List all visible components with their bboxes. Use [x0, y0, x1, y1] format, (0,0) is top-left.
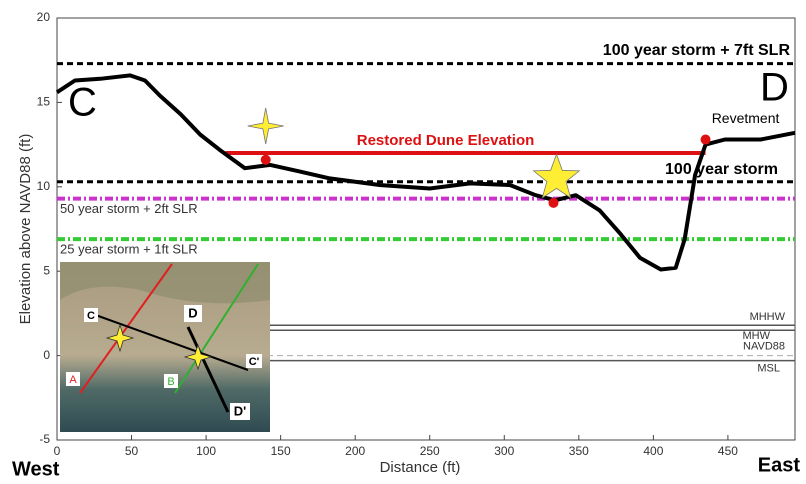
- y-axis-label: Elevation above NAVD88 (ft): [17, 134, 34, 325]
- y-tick-label: 5: [43, 263, 50, 277]
- inset-label: D': [234, 403, 246, 418]
- y-tick-label: 0: [43, 348, 50, 362]
- x-tick-label: 400: [643, 444, 663, 458]
- chart: Elevation above NAVD88 (ft) Distance (ft…: [0, 0, 806, 484]
- star-marker: [248, 108, 284, 144]
- x-tick-label: 0: [54, 444, 61, 458]
- x-tick-label: 50: [125, 444, 139, 458]
- reference-line-label: 100 year storm: [665, 161, 778, 178]
- inset-label: C': [249, 356, 260, 368]
- y-tick-label: 10: [37, 179, 51, 193]
- profile-end-label: D: [760, 66, 789, 110]
- point-marker: [701, 135, 711, 145]
- point-label: Revetment: [712, 110, 780, 126]
- reference-line-label: MSL: [757, 363, 780, 375]
- x-tick-label: 350: [569, 444, 589, 458]
- inset-label: B: [167, 376, 174, 388]
- x-tick-label: 250: [420, 444, 440, 458]
- point-marker: [261, 155, 271, 165]
- east-label: East: [758, 454, 801, 476]
- inset-label: A: [69, 374, 77, 386]
- reference-line-label: 25 year storm + 1ft SLR: [60, 242, 198, 257]
- x-tick-label: 450: [718, 444, 738, 458]
- y-tick-label: 15: [37, 95, 51, 109]
- inset-label: D: [188, 305, 197, 320]
- x-tick-label: 300: [494, 444, 514, 458]
- x-tick-label: 200: [345, 444, 365, 458]
- point-marker: [548, 198, 558, 208]
- x-axis-label: Distance (ft): [380, 459, 461, 476]
- x-tick-label: 100: [196, 444, 216, 458]
- reference-line-label: NAVD88: [743, 341, 785, 353]
- reference-line-label: 50 year storm + 2ft SLR: [60, 201, 198, 216]
- y-tick-label: 20: [37, 10, 51, 24]
- y-tick-label: -5: [39, 432, 50, 446]
- star-marker: [534, 154, 580, 197]
- inset-label: C: [87, 310, 95, 322]
- reference-line-label: 100 year storm + 7ft SLR: [603, 42, 791, 59]
- restored-dune-label: Restored Dune Elevation: [357, 132, 535, 149]
- profile-start-label: C: [68, 81, 97, 125]
- x-tick-label: 150: [271, 444, 291, 458]
- reference-line-label: MHHW: [750, 311, 786, 323]
- inset-map: C D C' D' A B: [60, 262, 270, 432]
- west-label: West: [12, 458, 60, 480]
